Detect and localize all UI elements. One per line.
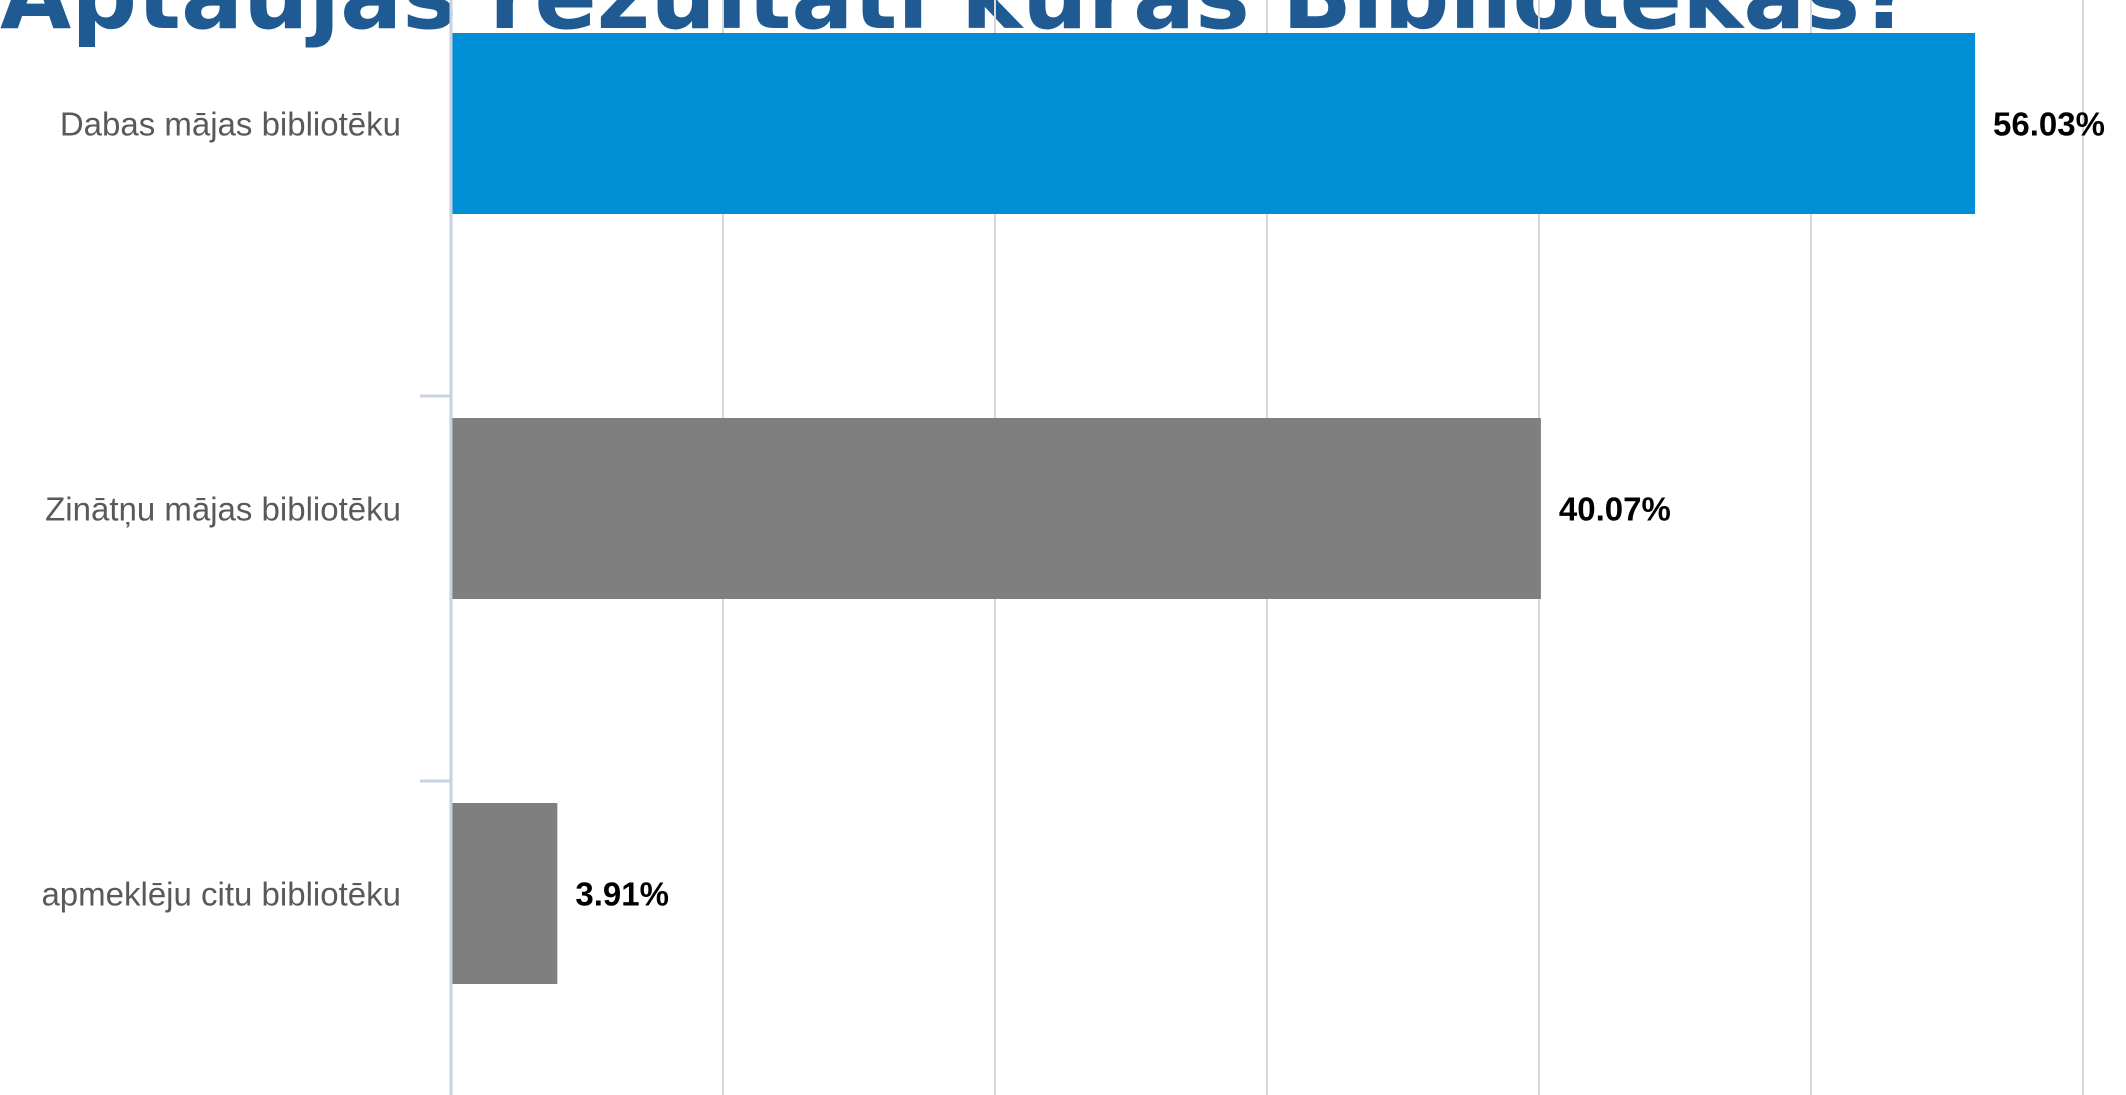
category-label-1: Dabas mājas bibliotēku [60, 106, 401, 143]
labels: 56.03% Dabas mājas bibliotēku 40.07% Zinātņ… [41, 106, 2105, 913]
bars [451, 33, 1976, 984]
value-label-2: 40.07% [1559, 491, 1671, 528]
bar-3 [451, 803, 558, 984]
value-label-3: 3.91% [575, 876, 669, 913]
category-axis [420, 0, 453, 1095]
category-label-3: apmeklēju citu bibliotēku [41, 876, 401, 913]
bar-2 [451, 418, 1541, 599]
value-label-1: 56.03% [1993, 106, 2105, 143]
bar-1 [451, 33, 1976, 214]
category-label-2: Zinātņu mājas bibliotēku [45, 491, 401, 528]
